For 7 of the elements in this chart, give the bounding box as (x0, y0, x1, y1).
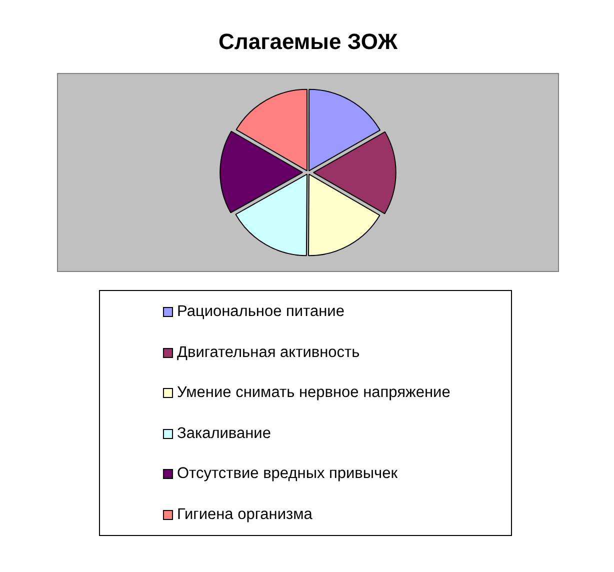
legend-label: Рациональное питание (177, 303, 344, 321)
legend-label: Двигательная активность (177, 344, 360, 362)
chart-title: Слагаемые ЗОЖ (217, 29, 399, 55)
legend-label: Закаливание (177, 424, 271, 443)
legend-label: Отсутствие вредных привычек (177, 465, 398, 484)
legend-label: Умение снимать нервное напряжение (177, 384, 450, 402)
legend-label: Гигиена организма (177, 506, 312, 524)
